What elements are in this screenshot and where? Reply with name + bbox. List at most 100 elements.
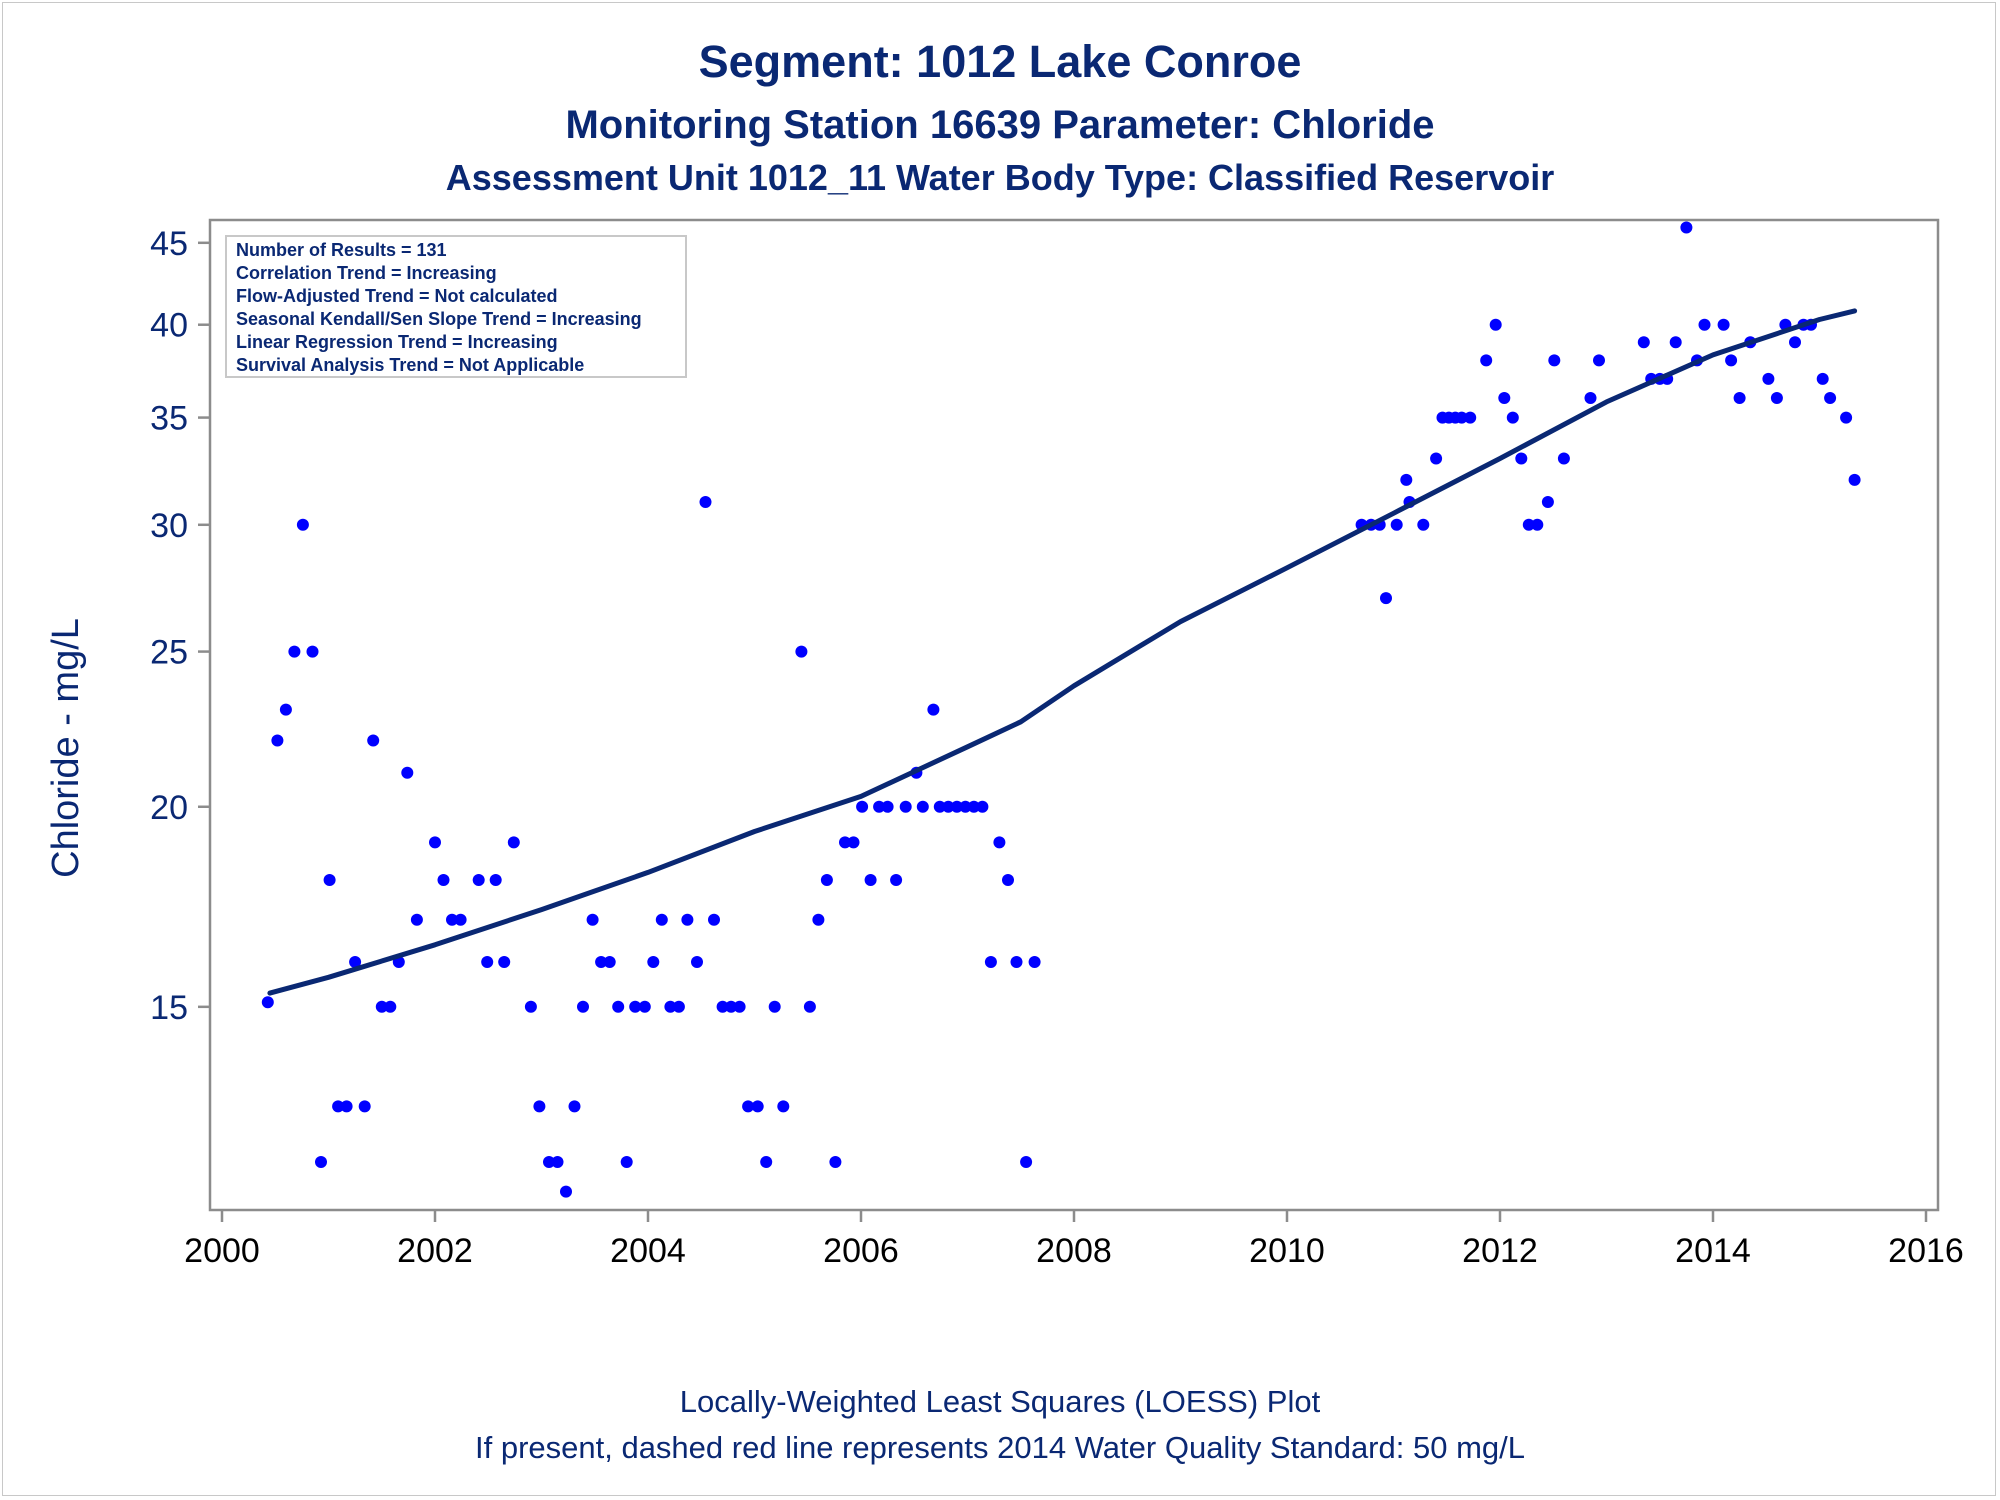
data-point (1010, 956, 1023, 968)
chart-subtitle: Monitoring Station 16639 Parameter: Chlo… (565, 103, 1434, 147)
data-point (839, 836, 851, 849)
x-tick-label: 2000 (184, 1232, 260, 1270)
data-point (481, 956, 494, 968)
data-point (1584, 392, 1597, 404)
data-point (1593, 354, 1605, 367)
data-point (1717, 318, 1730, 331)
data-point (551, 1156, 564, 1168)
data-point (375, 1000, 388, 1013)
data-point (638, 1000, 651, 1013)
data-point (942, 800, 955, 813)
data-point (533, 1100, 546, 1113)
data-point (959, 800, 972, 813)
data-point (1557, 452, 1570, 465)
data-point (873, 800, 886, 813)
data-point (1430, 452, 1443, 465)
data-point (1733, 392, 1746, 404)
data-point (1498, 392, 1511, 404)
data-point (820, 874, 833, 886)
footnote-standard: If present, dashed red line represents 2… (475, 1430, 1525, 1465)
data-point (315, 1156, 327, 1168)
data-point (261, 996, 274, 1009)
data-point (603, 956, 616, 968)
data-point (1417, 518, 1430, 531)
data-point (647, 956, 660, 968)
y-axis-label: Chloride - mg/L (45, 618, 87, 878)
stats-line-flow-adjusted: Flow-Adjusted Trend = Not calculated (236, 286, 558, 306)
data-point (716, 1000, 729, 1013)
data-point (323, 874, 336, 886)
data-point (410, 913, 423, 926)
footnote-loess: Locally-Weighted Least Squares (LOESS) P… (680, 1384, 1321, 1419)
chart-subtitle-2: Assessment Unit 1012_11 Water Body Type:… (446, 157, 1554, 198)
stats-line-survival-analysis: Survival Analysis Trend = Not Applicable (236, 355, 584, 375)
x-tick-label: 2002 (397, 1232, 473, 1270)
data-point (1480, 354, 1493, 367)
data-point (733, 1000, 746, 1013)
data-point (489, 874, 502, 886)
data-point (1637, 336, 1650, 349)
y-tick-label: 20 (150, 789, 188, 827)
data-point (288, 645, 301, 658)
data-point (1390, 518, 1403, 531)
data-point (1669, 336, 1682, 349)
data-point (560, 1185, 572, 1198)
data-point (993, 836, 1006, 849)
data-point (1789, 336, 1801, 349)
data-point (681, 913, 694, 926)
data-point (916, 800, 929, 813)
x-tick-label: 2004 (610, 1232, 686, 1270)
x-tick-label: 2010 (1249, 1232, 1325, 1270)
data-point (1380, 592, 1392, 605)
data-point (524, 1000, 537, 1013)
data-point (1770, 392, 1783, 404)
data-point (586, 913, 599, 926)
data-point (795, 645, 808, 658)
data-point (1002, 874, 1014, 886)
data-point (829, 1156, 842, 1168)
data-points (261, 221, 1861, 1198)
data-point (472, 874, 485, 886)
data-point (1028, 956, 1041, 968)
stats-line-results: Number of Results = 131 (236, 240, 447, 260)
data-point (768, 1000, 781, 1013)
data-point (655, 913, 668, 926)
x-axis: 2000 2002 2004 2006 2008 2010 2012 2014 2016 (184, 1210, 1964, 1270)
y-tick-label: 25 (150, 634, 188, 672)
data-point (429, 836, 441, 849)
data-point (699, 496, 712, 508)
data-point (927, 703, 940, 716)
data-point (725, 1000, 738, 1013)
data-point (847, 836, 860, 849)
data-point (507, 836, 520, 849)
data-point (1515, 452, 1528, 465)
data-point (271, 734, 284, 747)
data-point (349, 956, 362, 968)
data-point (1816, 372, 1829, 385)
data-point (1531, 518, 1544, 531)
data-point (543, 1156, 555, 1168)
x-tick-label: 2014 (1675, 1232, 1751, 1270)
data-point (881, 800, 894, 813)
data-point (672, 1000, 685, 1013)
data-point (803, 1000, 816, 1013)
data-point (856, 800, 869, 813)
stats-line-seasonal-kendall: Seasonal Kendall/Sen Slope Trend = Incre… (236, 309, 642, 329)
stats-line-linear-regression: Linear Regression Trend = Increasing (236, 332, 558, 352)
data-point (1522, 518, 1535, 531)
data-point (984, 956, 997, 968)
data-point (367, 734, 380, 747)
data-point (1725, 354, 1738, 367)
data-point (950, 800, 963, 813)
data-point (1840, 411, 1853, 424)
data-point (664, 1000, 677, 1013)
data-point (1548, 354, 1561, 367)
data-point (1762, 372, 1775, 385)
data-point (306, 645, 319, 658)
data-point (976, 800, 989, 813)
data-point (1400, 473, 1413, 486)
data-point (401, 766, 414, 779)
chart-title: Segment: 1012 Lake Conroe (699, 36, 1302, 87)
